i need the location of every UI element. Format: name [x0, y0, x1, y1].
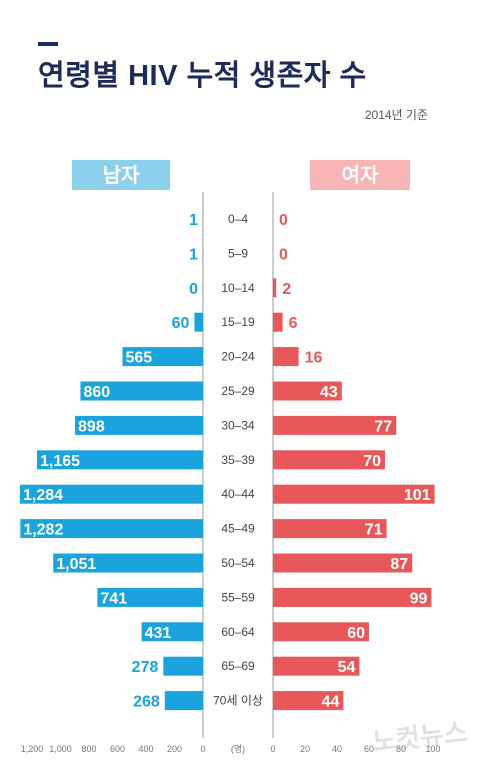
age-group-label: 25–29 [221, 384, 255, 398]
male-bar [20, 484, 204, 504]
left-tick-label: 1,200 [21, 744, 44, 754]
female-value-label: 54 [338, 659, 356, 676]
age-group-label: 70세 이상 [213, 694, 263, 708]
age-group-label: 45–49 [221, 522, 255, 536]
female-bar [273, 519, 387, 539]
male-value-label: 1,051 [56, 556, 96, 573]
female-value-label: 70 [363, 453, 381, 470]
female-bar [273, 622, 369, 642]
male-bar [163, 656, 203, 676]
female-bar [273, 587, 432, 607]
female-bar [273, 450, 385, 470]
male-value-label: 565 [125, 350, 152, 367]
female-bar [273, 553, 413, 573]
female-value-label: 16 [305, 350, 323, 367]
right-tick-label: 0 [270, 744, 275, 754]
right-tick-label: 80 [396, 744, 406, 754]
female-bar [273, 312, 283, 332]
female-value-label: 77 [374, 418, 392, 435]
left-tick-label: 0 [200, 744, 205, 754]
female-bar [273, 691, 344, 711]
male-value-label: 898 [78, 418, 105, 435]
male-value-label: 741 [100, 590, 127, 607]
male-value-label: 1 [189, 246, 198, 263]
male-bar [97, 587, 203, 607]
right-tick-label: 40 [332, 744, 342, 754]
age-group-label: 30–34 [221, 418, 255, 432]
age-group-label: 0–4 [228, 212, 248, 226]
female-value-label: 43 [320, 384, 338, 401]
age-group-label: 50–54 [221, 556, 255, 570]
male-value-label: 860 [83, 384, 110, 401]
age-group-label: 5–9 [228, 246, 248, 260]
female-value-label: 0 [279, 212, 288, 229]
chart-title: 연령별 HIV 누적 생존자 수 [38, 60, 367, 92]
male-value-label: 60 [172, 315, 190, 332]
male-bar [122, 347, 203, 367]
male-value-label: 278 [132, 659, 159, 676]
age-group-label: 65–69 [221, 659, 255, 673]
female-value-label: 2 [282, 281, 291, 298]
female-bar [273, 484, 435, 504]
age-group-label: 20–24 [221, 350, 255, 364]
male-bar [53, 553, 203, 573]
right-tick-label: 100 [425, 744, 440, 754]
left-tick-label: 800 [81, 744, 96, 754]
age-group-label: 40–44 [221, 487, 255, 501]
female-value-label: 60 [347, 625, 365, 642]
male-bar [36, 450, 203, 470]
male-bar [141, 622, 203, 642]
female-bar [273, 381, 342, 401]
male-value-label: 1,165 [40, 453, 80, 470]
age-group-label: 15–19 [221, 315, 255, 329]
female-header-label: 여자 [342, 164, 379, 187]
left-tick-label: 600 [110, 744, 125, 754]
female-header-box [310, 160, 410, 190]
left-tick-label: 400 [138, 744, 153, 754]
female-value-label: 71 [365, 522, 383, 539]
title-accent-bar [38, 42, 58, 46]
age-group-label: 10–14 [221, 281, 255, 295]
female-value-label: 99 [410, 590, 428, 607]
female-value-label: 0 [279, 246, 288, 263]
male-value-label: 1,284 [23, 487, 63, 504]
female-value-label: 87 [390, 556, 408, 573]
right-tick-label: 20 [300, 744, 310, 754]
female-bar [273, 278, 277, 298]
male-value-label: 0 [189, 281, 198, 298]
male-value-label: 1,282 [23, 522, 63, 539]
female-value-label: 101 [404, 487, 431, 504]
male-value-label: 268 [133, 694, 160, 711]
female-value-label: 6 [289, 315, 298, 332]
chart-subtitle: 2014년 기준 [364, 108, 428, 122]
male-header-label: 남자 [103, 164, 140, 187]
left-tick-label: 200 [167, 744, 182, 754]
age-group-label: 35–39 [221, 453, 255, 467]
female-bar [273, 415, 397, 435]
male-value-label: 431 [145, 625, 172, 642]
age-group-label: 55–59 [221, 590, 255, 604]
male-bar [20, 519, 203, 539]
left-tick-label: 1,000 [49, 744, 72, 754]
male-header-box [72, 160, 170, 190]
age-group-label: 60–64 [221, 625, 255, 639]
female-bar [273, 347, 299, 367]
male-bar [80, 381, 203, 401]
male-bar [75, 415, 203, 435]
female-value-label: 44 [322, 694, 340, 711]
male-bar [194, 312, 203, 332]
right-tick-label: 60 [364, 744, 374, 754]
axis-unit-label: (명) [231, 744, 245, 754]
male-bar [164, 691, 203, 711]
male-value-label: 1 [189, 212, 198, 229]
female-bar [273, 656, 360, 676]
